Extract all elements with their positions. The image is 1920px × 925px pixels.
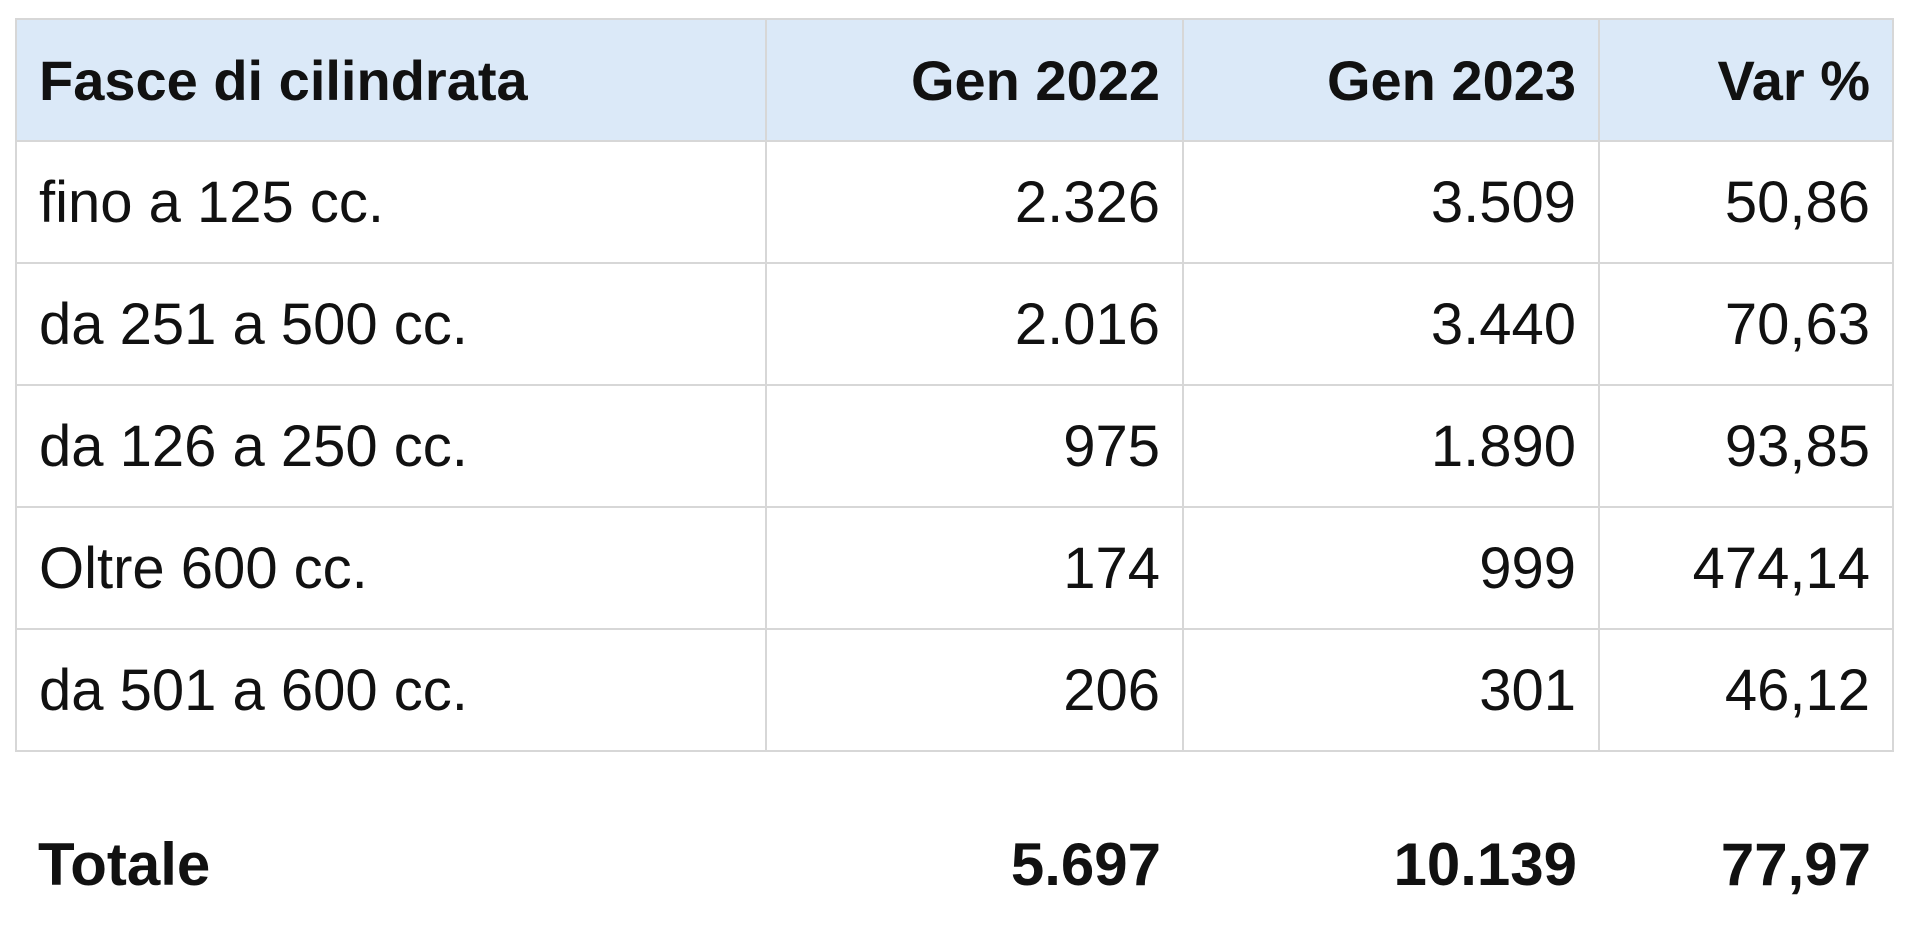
- spacer-row: [16, 751, 1893, 804]
- spacer-cell: [16, 751, 1893, 804]
- cell: 50,86: [1598, 140, 1894, 264]
- data-row: da 126 a 250 cc. 975 1.890 93,85: [15, 384, 1894, 508]
- cell: 70,63: [1598, 262, 1894, 386]
- cell: 301: [1182, 628, 1600, 752]
- header-cell: Gen 2023: [1182, 18, 1600, 142]
- total-cell: 5.697: [1010, 830, 1161, 898]
- header-cell: Fasce di cilindrata: [15, 18, 767, 142]
- cell: da 501 a 600 cc.: [15, 628, 767, 752]
- cell: 975: [765, 384, 1184, 508]
- data-row: da 251 a 500 cc. 2.016 3.440 70,63: [15, 262, 1894, 386]
- cell: 174: [765, 506, 1184, 630]
- cell: da 126 a 250 cc.: [15, 384, 767, 508]
- cell: 93,85: [1598, 384, 1894, 508]
- cell: 1.890: [1182, 384, 1600, 508]
- total-cell: 10.139: [1393, 830, 1577, 898]
- total-row: Totale 5.697 10.139 77,97: [16, 804, 1893, 924]
- cell: 3.509: [1182, 140, 1600, 264]
- cell: fino a 125 cc.: [15, 140, 767, 264]
- cell: da 251 a 500 cc.: [15, 262, 767, 386]
- cell: 999: [1182, 506, 1600, 630]
- data-row: da 501 a 600 cc. 206 301 46,12: [15, 628, 1894, 752]
- table-header: Fasce di cilindrata Gen 2022 Gen 2023 Var %: [15, 18, 1894, 142]
- cell: 3.440: [1182, 262, 1600, 386]
- table-container: Fasce di cilindrata Gen 2022 Gen 2023 Var %…: [15, 18, 1894, 924]
- cell: Oltre 600 cc.: [15, 506, 767, 630]
- cell: 46,12: [1598, 628, 1894, 752]
- cell: 206: [765, 628, 1184, 752]
- header-row: Fasce di cilindrata Gen 2022 Gen 2023 Var %: [15, 18, 1894, 142]
- total-cell: 77,97: [1720, 830, 1871, 898]
- header-cell: Gen 2022: [765, 18, 1184, 142]
- cell: 2.016: [765, 262, 1184, 386]
- cell: 2.326: [765, 140, 1184, 264]
- cell: 474,14: [1598, 506, 1894, 630]
- table: Fasce di cilindrata Gen 2022 Gen 2023 Var %…: [15, 18, 1894, 924]
- total-cell: Totale: [38, 830, 211, 898]
- data-row: Oltre 600 cc. 174 999 474,14: [15, 506, 1894, 630]
- table-body: fino a 125 cc. 2.326 3.509 50,86 da 251 a 50…: [15, 140, 1894, 924]
- header-cell: Var %: [1598, 18, 1894, 142]
- data-row: fino a 125 cc. 2.326 3.509 50,86: [15, 140, 1894, 264]
